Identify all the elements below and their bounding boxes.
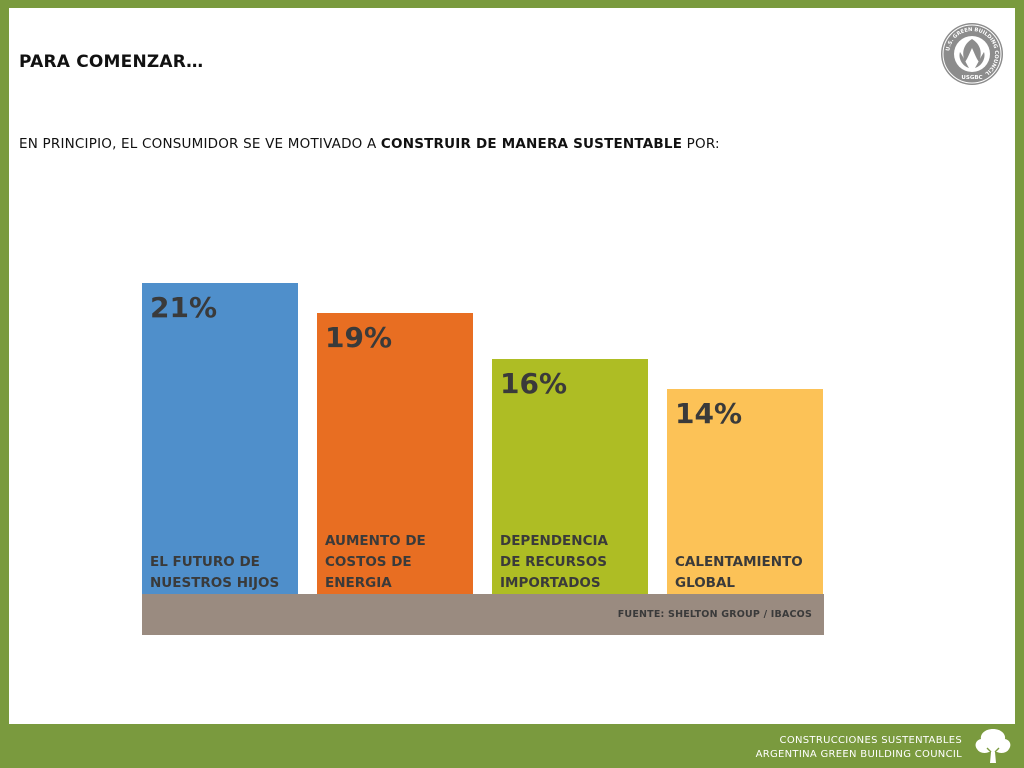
bar-category-label: CALENTAMIENTO GLOBAL (675, 554, 803, 591)
bar-4: 14% CALENTAMIENTO GLOBAL (667, 389, 823, 602)
bar-category-label: DEPENDENCIA DE RECURSOS IMPORTADOS (500, 533, 608, 591)
chart-base-strip: FUENTE: SHELTON GROUP / IBACOS (142, 594, 824, 635)
logo-acronym: USGBC (961, 75, 982, 81)
slide: PARA COMENZAR… EN PRINCIPIO, EL CONSUMID… (9, 8, 1015, 724)
bar-value-label: 16% (500, 367, 568, 400)
bar-2: 19% AUMENTO DE COSTOS DE ENERGIA (317, 313, 473, 602)
motivation-bar-chart: 21% EL FUTURO DE NUESTROS HIJOS 19% AUMENTO… (142, 272, 824, 635)
footer-organization: CONSTRUCCIONES SUSTENTABLES ARGENTINA GR… (756, 734, 962, 762)
subtitle-text: EN PRINCIPIO, EL CONSUMIDOR SE VE MOTIVA… (19, 136, 381, 152)
tree-icon (975, 729, 1011, 763)
footer-line-2: ARGENTINA GREEN BUILDING COUNCIL (755, 749, 962, 760)
bar-category-label: EL FUTURO DE NUESTROS HIJOS (150, 554, 280, 591)
footer-line-1: CONSTRUCCIONES SUSTENTABLES (779, 735, 962, 746)
bar-value-label: 14% (675, 397, 743, 430)
bar-1: 21% EL FUTURO DE NUESTROS HIJOS (142, 283, 298, 602)
bar-3: 16% DEPENDENCIA DE RECURSOS IMPORTADOS (492, 359, 648, 602)
bar-value-label: 19% (325, 321, 393, 354)
page-title: PARA COMENZAR… (19, 52, 204, 72)
usgbc-seal-icon: U.S. GREEN BUILDING COUNCIL USGBC (941, 23, 1003, 85)
chart-source: FUENTE: SHELTON GROUP / IBACOS (617, 609, 812, 620)
subtitle: EN PRINCIPIO, EL CONSUMIDOR SE VE MOTIVA… (19, 136, 720, 152)
subtitle-emphasis: CONSTRUIR DE MANERA SUSTENTABLE (380, 136, 683, 152)
bar-category-label: AUMENTO DE COSTOS DE ENERGIA (325, 533, 426, 591)
subtitle-suffix: POR: (682, 136, 720, 152)
bar-value-label: 21% (150, 291, 218, 324)
